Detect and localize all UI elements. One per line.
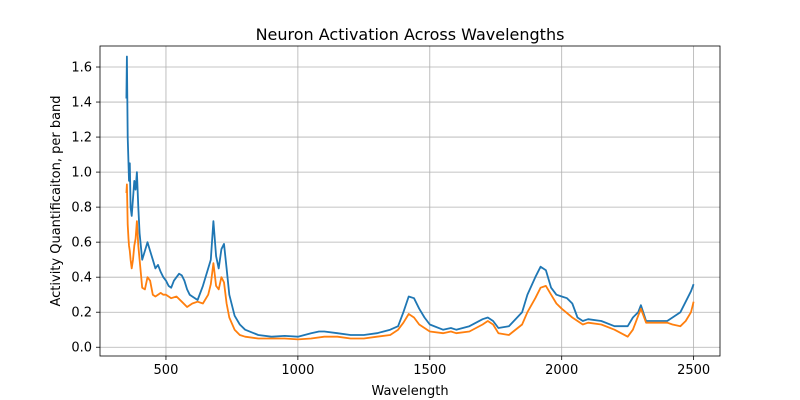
ticks: 500 1000 1500 2000 2500 0.0 0.2 0.4 0.6 0.8 1.0 1.2… xyxy=(71,61,710,378)
x-tick-label: 2000 xyxy=(545,363,578,378)
y-tick-label: 0.8 xyxy=(71,201,92,216)
y-tick-label: 1.4 xyxy=(71,96,92,111)
y-tick-label: 1.6 xyxy=(71,61,92,76)
y-axis-label: Activity Quantificaiton, per band xyxy=(49,95,64,306)
y-tick-label: 1.2 xyxy=(71,131,92,146)
x-tick-label: 500 xyxy=(154,363,179,378)
y-tick-label: 0.6 xyxy=(71,236,92,251)
x-tick-label: 1500 xyxy=(413,363,446,378)
x-axis-label: Wavelength xyxy=(371,384,448,399)
plot-frame xyxy=(99,45,721,357)
y-tick-label: 0.0 xyxy=(71,341,92,356)
y-tick-label: 1.0 xyxy=(71,166,92,181)
series-line-1 xyxy=(125,55,695,338)
series-line-2 xyxy=(125,183,695,341)
grid xyxy=(100,46,720,356)
chart-title: Neuron Activation Across Wavelengths xyxy=(256,25,565,44)
series-layer xyxy=(125,55,695,341)
x-tick-label: 2500 xyxy=(677,363,710,378)
y-tick-label: 0.4 xyxy=(71,271,92,286)
y-tick-label: 0.2 xyxy=(71,306,92,321)
x-tick-label: 1000 xyxy=(281,363,314,378)
